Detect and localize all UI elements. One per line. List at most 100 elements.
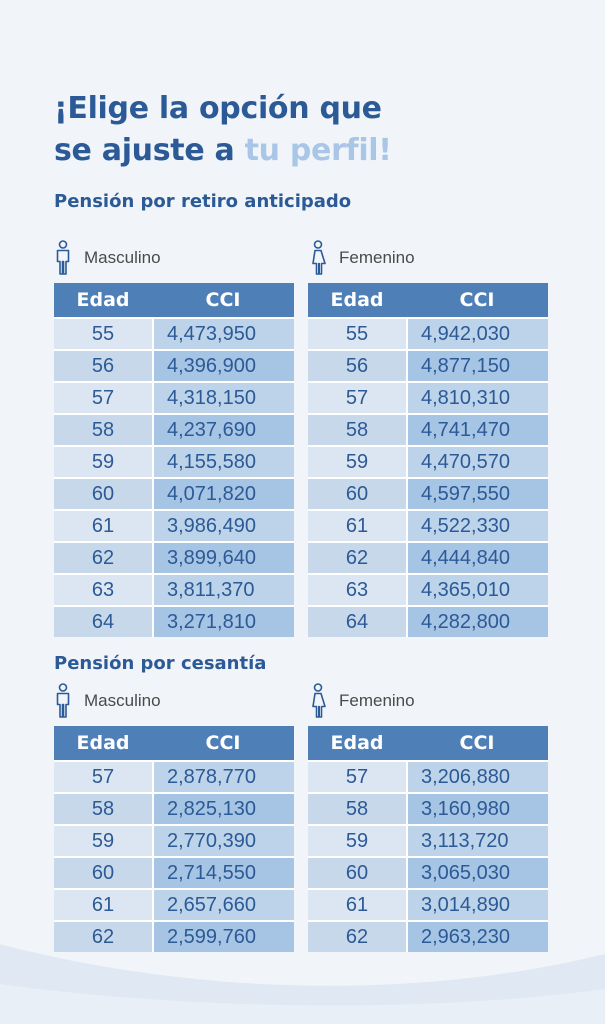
header-edad: Edad [308,283,406,317]
table-header-row: Edad CCI [54,283,294,317]
cell-cci: 4,155,580 [152,445,294,477]
cell-cci: 4,444,840 [406,541,548,573]
cell-cci: 4,942,030 [406,317,548,349]
table-header-row: Edad CCI [54,726,294,760]
table-row: 62 2,599,760 [54,920,294,952]
header-edad: Edad [54,283,152,317]
cell-cci: 4,237,690 [152,413,294,445]
table-row: 57 3,206,880 [308,760,548,792]
header-edad: Edad [308,726,406,760]
table-cesantia-femenino: Edad CCI 57 3,206,880 58 3,160,980 59 3,113,720… [308,726,548,952]
female-person-icon [312,683,326,718]
cell-edad: 60 [308,477,406,509]
cell-cci: 4,282,800 [406,605,548,637]
table-row: 61 2,657,660 [54,888,294,920]
cell-edad: 63 [54,573,152,605]
table-cesantia-masculino: Edad CCI 57 2,878,770 58 2,825,130 59 2,770,390… [54,726,294,952]
header-cci: CCI [152,283,294,317]
cell-cci: 4,365,010 [406,573,548,605]
table-row: 60 3,065,030 [308,856,548,888]
cell-edad: 62 [308,920,406,952]
header-edad: Edad [54,726,152,760]
table-row: 63 3,811,370 [54,573,294,605]
cell-cci: 4,877,150 [406,349,548,381]
cell-cci: 3,065,030 [406,856,548,888]
cell-edad: 55 [54,317,152,349]
cell-cci: 4,741,470 [406,413,548,445]
cell-edad: 57 [54,760,152,792]
cell-edad: 59 [54,445,152,477]
cell-edad: 61 [54,888,152,920]
cell-edad: 59 [308,445,406,477]
section-title-cesantia: Pensión por cesantía [54,653,267,674]
gender-label-text: Femenino [339,248,415,267]
cell-edad: 59 [308,824,406,856]
cell-edad: 59 [54,824,152,856]
section-title-retiro-anticipado: Pensión por retiro anticipado [54,191,352,212]
headline-line-2: se ajuste a tu perfil! [54,130,392,172]
table-row: 57 4,318,150 [54,381,294,413]
cell-edad: 57 [308,760,406,792]
table-row: 64 4,282,800 [308,605,548,637]
cell-cci: 4,396,900 [152,349,294,381]
cell-edad: 60 [54,856,152,888]
table-row: 58 4,237,690 [54,413,294,445]
header-cci: CCI [406,726,548,760]
cell-cci: 4,470,570 [406,445,548,477]
cell-edad: 64 [308,605,406,637]
table-header-row: Edad CCI [308,283,548,317]
table-row: 59 4,470,570 [308,445,548,477]
table-row: 60 4,071,820 [54,477,294,509]
table-row: 62 4,444,840 [308,541,548,573]
cell-cci: 3,899,640 [152,541,294,573]
cell-cci: 3,206,880 [406,760,548,792]
cell-cci: 3,160,980 [406,792,548,824]
cell-edad: 58 [308,792,406,824]
female-person-icon [312,240,326,275]
table-row: 58 2,825,130 [54,792,294,824]
cell-cci: 4,071,820 [152,477,294,509]
table-row: 60 2,714,550 [54,856,294,888]
cell-edad: 61 [308,888,406,920]
table-row: 56 4,396,900 [54,349,294,381]
cell-cci: 4,318,150 [152,381,294,413]
header-cci: CCI [152,726,294,760]
table-row: 63 4,365,010 [308,573,548,605]
table-row: 57 4,810,310 [308,381,548,413]
cell-cci: 3,014,890 [406,888,548,920]
table-row: 57 2,878,770 [54,760,294,792]
cell-cci: 3,811,370 [152,573,294,605]
headline-accent: tu perfil! [244,133,392,168]
cell-edad: 61 [54,509,152,541]
gender-label-femenino-cesantia: Femenino [309,683,415,719]
cell-cci: 2,878,770 [152,760,294,792]
gender-label-text: Masculino [84,691,161,710]
table-retiro-masculino: Edad CCI 55 4,473,950 56 4,396,900 57 4,318,150… [54,283,294,637]
cell-edad: 57 [54,381,152,413]
table-row: 58 4,741,470 [308,413,548,445]
headline-line-1: ¡Elige la opción que [54,91,382,126]
cell-cci: 2,714,550 [152,856,294,888]
table-row: 61 3,986,490 [54,509,294,541]
headline: ¡Elige la opción que se ajuste a tu perf… [54,88,392,172]
table-row: 58 3,160,980 [308,792,548,824]
table-row: 56 4,877,150 [308,349,548,381]
table-row: 64 3,271,810 [54,605,294,637]
header-cci: CCI [406,283,548,317]
male-person-icon [56,683,70,718]
cell-edad: 60 [54,477,152,509]
cell-edad: 58 [54,413,152,445]
cell-cci: 2,770,390 [152,824,294,856]
cell-cci: 4,810,310 [406,381,548,413]
table-row: 59 2,770,390 [54,824,294,856]
table-row: 62 3,899,640 [54,541,294,573]
cell-edad: 64 [54,605,152,637]
table-row: 55 4,473,950 [54,317,294,349]
cell-cci: 3,271,810 [152,605,294,637]
cell-edad: 57 [308,381,406,413]
cell-edad: 55 [308,317,406,349]
cell-edad: 60 [308,856,406,888]
cell-edad: 58 [308,413,406,445]
headline-line-2-start: se ajuste a [54,133,245,168]
table-row: 55 4,942,030 [308,317,548,349]
